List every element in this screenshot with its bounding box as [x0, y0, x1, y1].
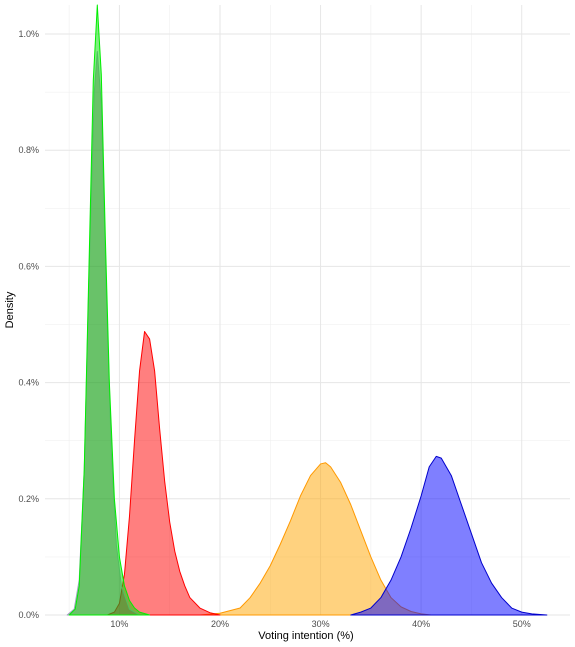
- density-area-3: [106, 331, 221, 616]
- y-tick-label: 0.2%: [18, 494, 39, 504]
- y-tick-label: 0.0%: [18, 610, 39, 620]
- density-area-5: [68, 4, 151, 616]
- x-axis-ticks: 10% 20% 30% 40% 50%: [110, 619, 530, 629]
- x-tick-label: 20%: [211, 619, 229, 629]
- y-tick-label: 0.8%: [18, 145, 39, 155]
- y-axis-title: Density: [4, 291, 16, 328]
- x-tick-label: 30%: [312, 619, 330, 629]
- x-tick-label: 50%: [513, 619, 531, 629]
- y-tick-label: 0.6%: [18, 261, 39, 271]
- y-tick-label: 1.0%: [18, 29, 39, 39]
- density-area-2: [350, 455, 548, 616]
- x-tick-label: 40%: [412, 619, 430, 629]
- x-tick-label: 10%: [110, 619, 128, 629]
- x-axis-title: Voting intention (%): [258, 630, 353, 642]
- y-axis-ticks: 0.0% 0.2% 0.4% 0.6% 0.8% 1.0%: [18, 29, 39, 620]
- density-series: [66, 4, 548, 616]
- y-tick-label: 0.4%: [18, 378, 39, 388]
